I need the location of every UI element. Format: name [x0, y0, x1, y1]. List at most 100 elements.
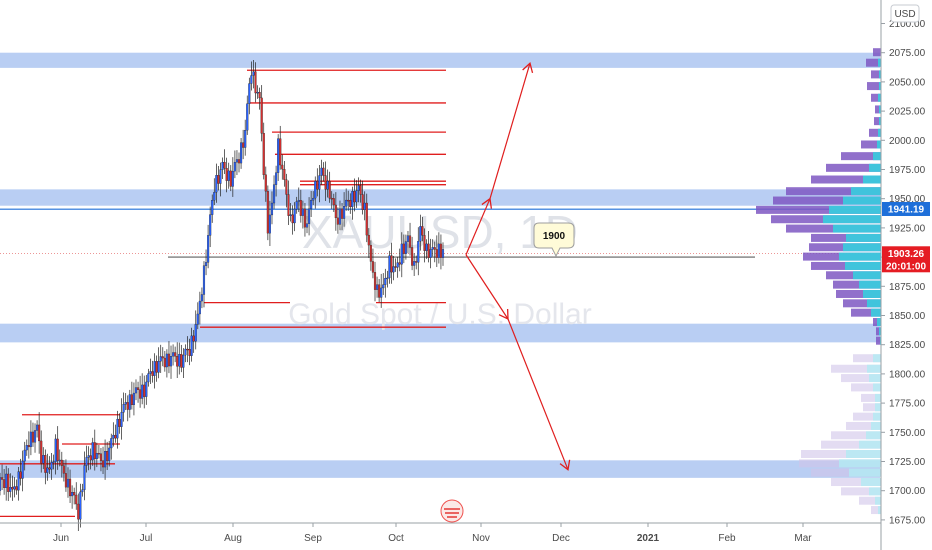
candle-body	[73, 492, 76, 496]
candle-body	[314, 180, 317, 199]
volume-bar-down	[875, 105, 881, 114]
candle-body	[180, 354, 183, 368]
annotation-label: 1900	[543, 231, 566, 242]
time-axis[interactable]: Jun Jul Aug Sep Oct Nov Dec 2021 Feb Mar	[0, 522, 881, 544]
tradingview-logo[interactable]	[440, 499, 464, 523]
projection-line	[465, 198, 491, 256]
candle-body	[240, 142, 243, 164]
candle-body	[19, 471, 22, 479]
candle-body	[126, 402, 129, 410]
time-tick-label: Feb	[718, 533, 736, 544]
candle-body	[367, 234, 370, 246]
candle-body	[390, 255, 393, 273]
price-tick-label: 1875.00	[889, 282, 926, 293]
candle-body	[231, 170, 234, 187]
candle-body	[421, 226, 424, 236]
price-tick-label: 1925.00	[889, 223, 926, 234]
candle-body	[283, 169, 286, 180]
candle-body	[318, 175, 321, 190]
candle-body	[347, 199, 350, 202]
candle-body	[244, 130, 247, 148]
volume-bar-up	[878, 93, 881, 102]
candle-body	[116, 418, 119, 439]
price-tick-label: 1675.00	[889, 515, 926, 526]
candle-body	[425, 243, 428, 251]
candle-body	[316, 180, 319, 190]
candle-body	[169, 355, 173, 367]
price-annotation[interactable]: 1900	[533, 222, 575, 258]
watermark-name: Gold Spot / U.S. Dollar	[288, 298, 591, 331]
candle-body	[108, 447, 111, 461]
candle-body	[301, 208, 304, 216]
candle-body	[99, 453, 103, 461]
candle-body	[83, 465, 86, 490]
arrowhead	[522, 62, 534, 74]
support-resistance-zone	[0, 52, 880, 68]
candle-body	[355, 190, 358, 203]
candle-body	[89, 455, 92, 461]
candle-body	[415, 261, 418, 263]
candle-body	[305, 223, 309, 228]
candle-body	[17, 471, 20, 491]
candle-body	[250, 75, 253, 84]
zones-layer	[0, 52, 880, 478]
price-tick-label: 1975.00	[889, 165, 926, 176]
candle-body	[46, 467, 49, 473]
candle-body	[27, 445, 30, 448]
volume-bar-up	[879, 117, 881, 126]
volume-bar-down	[836, 289, 881, 298]
volume-bar-faint	[859, 440, 881, 449]
candle-body	[435, 249, 438, 258]
volume-bar-up	[878, 58, 881, 67]
candle-body	[48, 467, 51, 470]
support-resistance-zone	[0, 323, 880, 343]
candle-body	[293, 208, 296, 224]
candle-body	[441, 249, 445, 258]
candle-body	[50, 462, 53, 470]
candle-body	[161, 356, 164, 359]
candle-body	[398, 262, 401, 265]
price-axis[interactable]: 2100.00 2075.00 2050.00 2025.00 2000.00 1975.…	[880, 0, 926, 550]
volume-bar-up	[853, 271, 881, 280]
candle-body	[9, 487, 12, 492]
candle-body	[1, 477, 4, 480]
candle-body	[221, 161, 224, 170]
volume-bar-down	[866, 58, 881, 67]
candle-body	[85, 457, 88, 466]
candle-body	[122, 404, 125, 413]
last-price-badge-bg	[882, 246, 930, 273]
support-resistance-zone	[0, 460, 880, 478]
volume-bar-faint	[869, 374, 881, 383]
candle-body	[353, 191, 356, 203]
candle-body	[246, 103, 249, 131]
candle-body	[128, 394, 131, 410]
candle-body	[213, 192, 216, 201]
candle-body	[320, 167, 323, 176]
candle-body	[207, 235, 210, 263]
price-tick-label: 2050.00	[889, 77, 926, 88]
candle-body	[326, 180, 329, 190]
candle-body	[423, 235, 426, 251]
candle-body	[369, 244, 372, 262]
candle-body	[310, 200, 313, 210]
volume-bar-up	[859, 280, 881, 289]
candle-body	[81, 489, 84, 493]
volume-bar-up	[839, 252, 881, 261]
candle-body	[7, 473, 10, 492]
volume-bar-faint	[859, 496, 881, 505]
volume-bar-down	[841, 152, 881, 161]
volume-bar-up	[879, 70, 881, 79]
candle-body	[349, 200, 352, 208]
candle-body	[225, 168, 228, 181]
candle-body	[44, 455, 47, 473]
candle-body	[299, 200, 302, 216]
candle-body	[237, 159, 241, 164]
candle-body	[186, 348, 189, 351]
time-tick-label: Sep	[304, 533, 322, 544]
volume-bar-faint	[831, 478, 881, 487]
volume-bar-down	[874, 117, 881, 126]
volume-bar-down	[811, 175, 881, 184]
candle-body	[233, 161, 236, 172]
candle-body	[196, 313, 199, 325]
